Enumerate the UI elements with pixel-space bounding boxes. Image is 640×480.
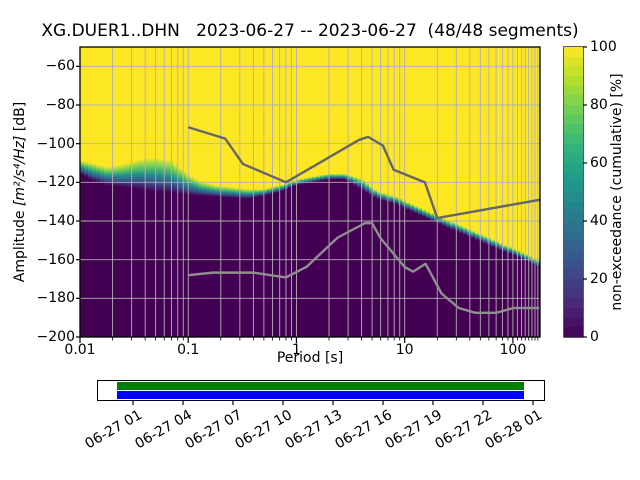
colorbar-step	[564, 230, 583, 241]
x-axis-label: Period [s]	[276, 350, 344, 366]
colorbar-step	[564, 308, 583, 319]
y-tick-label: −100	[36, 135, 75, 152]
colorbar-step	[564, 288, 583, 299]
colorbar-step	[564, 95, 583, 106]
colorbar-tick-label: 0	[590, 329, 599, 345]
colorbar-step	[564, 143, 583, 154]
colorbar-step	[564, 105, 583, 116]
x-tick-label: 10	[395, 342, 414, 358]
colorbar-step	[564, 211, 583, 222]
colorbar-step	[564, 250, 583, 261]
colorbar-step	[564, 221, 583, 232]
colorbar-step	[564, 85, 583, 96]
colorbar-tick-label: 40	[590, 213, 608, 229]
colorbar-step	[564, 134, 583, 145]
colorbar-step	[564, 153, 583, 164]
colorbar-step	[564, 259, 583, 270]
colorbar-step	[564, 327, 583, 337]
colorbar-tick-label: 60	[590, 155, 608, 171]
colorbar-step	[564, 56, 583, 67]
y-tick-label: −60	[45, 58, 75, 75]
y-tick-label: −160	[36, 251, 75, 268]
colorbar-step	[564, 182, 583, 193]
y-tick-label: −180	[36, 290, 75, 307]
plot-title: XG.DUER1..DHN 2023-06-27 -- 2023-06-27 (…	[41, 21, 579, 41]
colorbar-step	[564, 240, 583, 251]
colorbar-tick-label: 100	[590, 39, 617, 55]
x-tick-label: 100	[499, 342, 527, 358]
colorbar-step	[564, 317, 583, 328]
colorbar-step	[564, 201, 583, 212]
colorbar-step	[564, 298, 583, 309]
y-tick-label: −120	[36, 174, 75, 191]
x-tick-label: 1	[291, 342, 301, 358]
colorbar-tick-label: 20	[590, 271, 608, 287]
colorbar-step	[564, 66, 583, 77]
colorbar-step	[564, 76, 583, 87]
timeline-tick-label: 06-28 01	[482, 407, 545, 453]
y-tick-label: −140	[36, 213, 75, 229]
colorbar-tick-label: 80	[590, 97, 608, 113]
timeline-coverage-bar	[117, 382, 524, 390]
timeline-coverage-box	[97, 380, 545, 401]
colorbar-step	[564, 124, 583, 135]
colorbar-label: non-exceedance (cumulative) [%]	[609, 73, 625, 311]
y-tick-label: −200	[36, 329, 75, 345]
colorbar-step	[564, 279, 583, 290]
x-tick-label: 0.1	[177, 342, 200, 358]
colorbar-step	[564, 269, 583, 280]
y-tick-label: −80	[45, 97, 75, 113]
heatmap-column	[535, 47, 540, 337]
colorbar-step	[564, 114, 583, 125]
colorbar-step	[564, 47, 583, 58]
x-tick-label: 0.01	[64, 342, 96, 358]
colorbar	[564, 47, 583, 337]
timeline-extent-bar	[117, 390, 524, 399]
colorbar-step	[564, 192, 583, 203]
colorbar-step	[564, 163, 583, 174]
colorbar-step	[564, 172, 583, 183]
ppsd-heatmap	[80, 47, 540, 337]
